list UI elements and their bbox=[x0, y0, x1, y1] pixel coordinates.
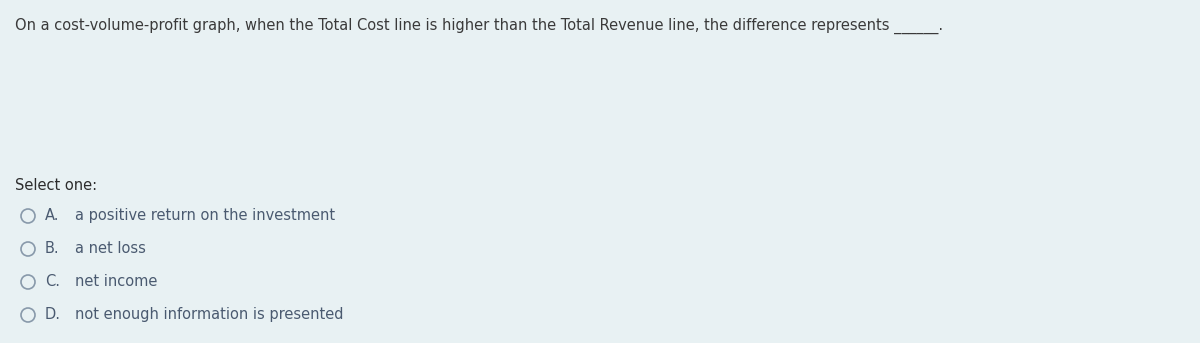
Text: net income: net income bbox=[74, 274, 157, 289]
Text: A.: A. bbox=[46, 208, 60, 223]
Text: Select one:: Select one: bbox=[14, 178, 97, 193]
Text: not enough information is presented: not enough information is presented bbox=[74, 307, 343, 322]
Text: a net loss: a net loss bbox=[74, 241, 146, 256]
Text: C.: C. bbox=[46, 274, 60, 289]
Text: B.: B. bbox=[46, 241, 60, 256]
Text: D.: D. bbox=[46, 307, 61, 322]
Text: a positive return on the investment: a positive return on the investment bbox=[74, 208, 335, 223]
Text: On a cost-volume-profit graph, when the Total Cost line is higher than the Total: On a cost-volume-profit graph, when the … bbox=[14, 18, 943, 34]
